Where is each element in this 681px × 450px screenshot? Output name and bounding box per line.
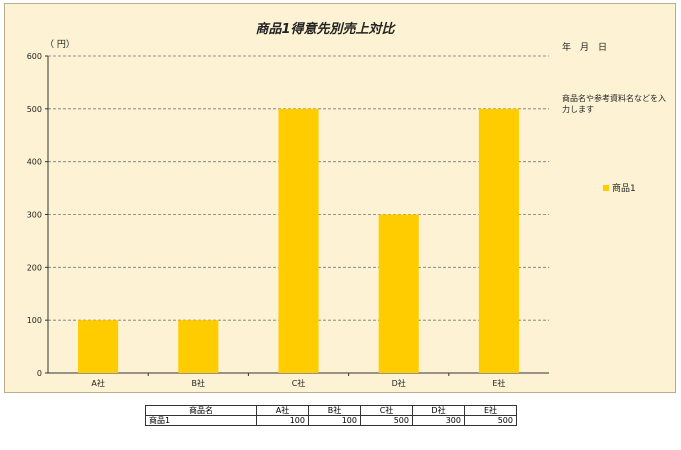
table-header-cell: A社 — [256, 405, 309, 416]
table-cell: 100 — [308, 415, 361, 426]
table-header-cell: E社 — [464, 405, 517, 416]
chart-frame: 商品1得意先別売上対比 （ 円） 年 月 日 商品名や参考資料名などを入力します… — [4, 3, 676, 393]
table-cell: 300 — [412, 415, 465, 426]
y-tick-label: 0 — [37, 369, 42, 378]
y-axis-unit: （ 円） — [45, 40, 75, 50]
note-text: 商品名や参考資料名などを入力します — [562, 94, 666, 114]
bar — [378, 214, 419, 373]
table-row: 商品1 100 100 500 300 500 — [145, 415, 517, 426]
bar — [78, 320, 119, 373]
table-cell: 100 — [256, 415, 309, 426]
data-table: 商品名 A社 B社 C社 D社 E社 商品1 100 100 500 300 5… — [145, 405, 517, 426]
table-cell: 500 — [464, 415, 517, 426]
legend: 商品1 — [603, 181, 636, 194]
chart-title: 商品1得意先別売上対比 — [255, 22, 395, 37]
x-tick-label: C社 — [292, 378, 306, 388]
table-cell: 商品1 — [145, 415, 257, 426]
table-header-cell: 商品名 — [145, 405, 257, 416]
table-header-cell: C社 — [360, 405, 413, 416]
x-tick-label: A社 — [91, 378, 104, 388]
bar-chart: 0 100 200 300 400 500 600 A社 B社 C社 D社 E社 — [27, 52, 549, 388]
bar — [278, 108, 319, 373]
table-header-row: 商品名 A社 B社 C社 D社 E社 — [145, 405, 517, 416]
y-tick-label: 200 — [27, 263, 42, 272]
y-tick-label: 400 — [27, 158, 42, 167]
table-cell: 500 — [360, 415, 413, 426]
legend-swatch — [603, 185, 609, 191]
bar — [478, 108, 519, 373]
x-tick-label: B社 — [192, 378, 206, 388]
y-tick-label: 600 — [27, 52, 42, 61]
table-header-cell: B社 — [308, 405, 361, 416]
bar — [178, 320, 219, 373]
x-tick-label: E社 — [492, 378, 505, 388]
table-header-cell: D社 — [412, 405, 465, 416]
y-tick-label: 300 — [27, 211, 42, 220]
date-label: 年 月 日 — [562, 43, 608, 53]
y-tick-label: 500 — [27, 105, 42, 114]
legend-label: 商品1 — [612, 184, 636, 194]
x-tick-label: D社 — [392, 378, 406, 388]
y-tick-label: 100 — [27, 316, 42, 325]
